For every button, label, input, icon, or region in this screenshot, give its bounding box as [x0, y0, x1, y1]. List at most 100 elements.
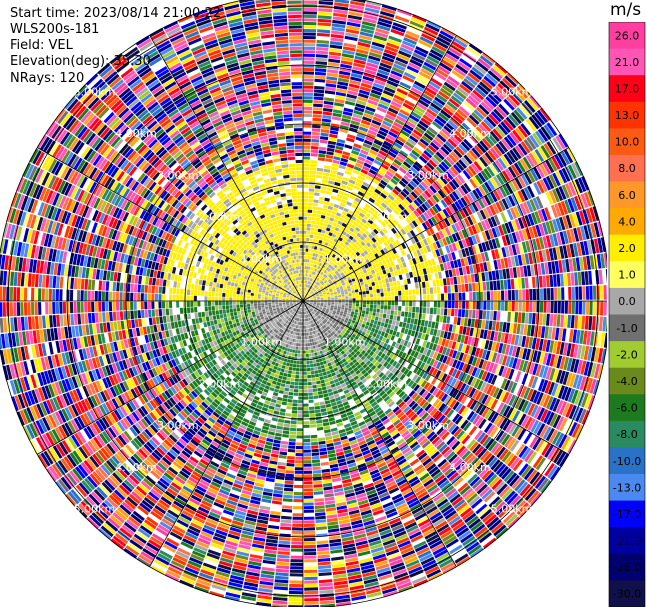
velocity-gate	[484, 395, 492, 407]
velocity-gate	[343, 270, 347, 274]
velocity-gate	[526, 136, 537, 150]
velocity-gate	[359, 235, 365, 241]
velocity-gate	[345, 303, 349, 306]
velocity-gate	[306, 237, 310, 242]
velocity-gate	[402, 102, 414, 111]
velocity-gate	[305, 339, 308, 343]
velocity-gate	[479, 209, 487, 220]
velocity-gate	[353, 110, 364, 116]
velocity-gate	[487, 149, 497, 161]
velocity-gate	[544, 444, 554, 458]
velocity-gate	[378, 335, 384, 341]
velocity-gate	[325, 507, 337, 512]
velocity-gate	[530, 419, 540, 433]
velocity-gate	[303, 435, 311, 439]
velocity-gate	[331, 166, 338, 171]
velocity-gate	[321, 179, 329, 184]
velocity-gate	[518, 289, 522, 301]
velocity-gate	[564, 301, 568, 314]
velocity-gate	[356, 264, 361, 269]
velocity-gate	[521, 229, 528, 241]
velocity-gate	[310, 263, 313, 267]
velocity-gate	[542, 222, 549, 235]
velocity-gate	[303, 96, 313, 100]
velocity-gate	[370, 301, 374, 305]
velocity-gate	[341, 316, 346, 320]
velocity-gate	[363, 244, 369, 250]
velocity-gate	[368, 286, 373, 291]
velocity-gate	[493, 414, 502, 426]
velocity-gate	[310, 163, 317, 168]
velocity-gate	[508, 93, 521, 106]
velocity-gate	[409, 301, 413, 307]
velocity-gate	[434, 203, 442, 212]
velocity-gate	[326, 258, 330, 263]
velocity-gate	[341, 324, 346, 328]
velocity-gate	[346, 25, 360, 31]
velocity-gate	[306, 302, 309, 304]
velocity-gate	[515, 86, 528, 99]
velocity-gate	[472, 389, 480, 400]
velocity-gate	[337, 245, 342, 250]
velocity-gate	[529, 289, 533, 301]
velocity-gate	[490, 147, 500, 159]
velocity-gate	[303, 46, 316, 50]
velocity-gate	[348, 318, 353, 323]
velocity-gate	[345, 336, 350, 341]
velocity-gate	[311, 256, 315, 260]
velocity-gate	[310, 278, 313, 282]
velocity-gate	[366, 294, 370, 298]
velocity-gate	[317, 18, 332, 23]
velocity-gate	[361, 273, 366, 278]
velocity-gate	[374, 328, 379, 334]
velocity-gate	[306, 227, 311, 231]
velocity-gate	[397, 269, 402, 275]
velocity-gate	[383, 386, 391, 393]
velocity-gate	[554, 260, 560, 274]
velocity-gate	[309, 302, 313, 304]
velocity-gate	[481, 349, 488, 360]
velocity-gate	[313, 348, 317, 353]
velocity-gate	[316, 214, 321, 218]
velocity-gate	[373, 301, 377, 305]
velocity-gate	[421, 93, 433, 102]
velocity-gate	[479, 301, 483, 310]
velocity-gate	[455, 241, 461, 250]
velocity-gate	[320, 302, 324, 305]
velocity-gate	[426, 431, 436, 440]
velocity-gate	[303, 368, 307, 372]
velocity-gate	[476, 464, 487, 476]
velocity-gate	[313, 297, 317, 299]
velocity-gate	[377, 103, 389, 110]
velocity-gate	[563, 356, 570, 371]
velocity-gate	[394, 362, 401, 369]
velocity-gate	[373, 82, 385, 90]
velocity-gate	[469, 301, 473, 310]
velocity-gate	[343, 42, 357, 48]
velocity-gate	[483, 168, 492, 179]
velocity-gate	[474, 223, 481, 233]
velocity-gate	[463, 78, 476, 89]
velocity-gate	[322, 308, 326, 311]
velocity-gate	[353, 143, 362, 149]
velocity-gate	[336, 223, 341, 229]
velocity-gate	[473, 63, 487, 75]
velocity-gate	[303, 389, 308, 393]
velocity-gate	[319, 313, 323, 317]
velocity-gate	[548, 220, 556, 234]
velocity-gate	[374, 376, 381, 382]
velocity-gate	[398, 295, 402, 301]
velocity-gate	[341, 53, 355, 59]
velocity-gate	[353, 166, 362, 172]
velocity-gate	[395, 56, 409, 65]
velocity-gate	[539, 288, 544, 300]
velocity-gate	[350, 341, 355, 346]
velocity-gate	[334, 215, 340, 220]
velocity-gate	[374, 268, 379, 273]
velocity-gate	[382, 189, 390, 197]
velocity-gate	[316, 235, 320, 240]
velocity-gate	[426, 55, 440, 65]
velocity-gate	[390, 101, 402, 109]
velocity-gate	[544, 463, 555, 477]
velocity-gate	[481, 137, 492, 149]
